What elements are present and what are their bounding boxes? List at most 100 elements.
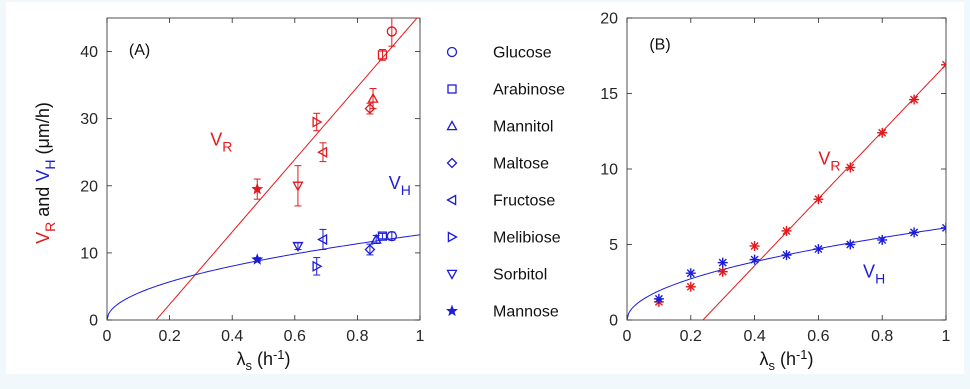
vh-point bbox=[941, 222, 946, 233]
y-tick-label: 30 bbox=[80, 111, 98, 128]
legend: Glucose Arabinose Mannitol Maltose Fructose M… bbox=[445, 45, 565, 321]
x-tick-label: 0.2 bbox=[158, 328, 180, 345]
vr-point bbox=[749, 241, 760, 252]
vr-point-triangle-left bbox=[317, 146, 328, 158]
vh-point-triangle-right bbox=[312, 260, 323, 272]
star-icon bbox=[445, 304, 459, 317]
vh-point-triangle-down bbox=[292, 241, 304, 253]
y-tick-label: 10 bbox=[80, 245, 98, 262]
vr-point-triangle-down bbox=[292, 181, 304, 192]
legend-item-sorbitol: Sorbitol bbox=[446, 267, 547, 284]
x-tick-label: 0.6 bbox=[284, 328, 306, 345]
vr-point-star bbox=[251, 182, 264, 195]
x-tick-label: 0 bbox=[103, 328, 112, 345]
legend-item-mannose: Mannose bbox=[445, 304, 559, 321]
x-tick-label: 0.8 bbox=[871, 328, 893, 345]
legend-label: Mannitol bbox=[493, 119, 553, 136]
x-tick-label: 1 bbox=[416, 328, 425, 345]
vr-point-diamond bbox=[364, 103, 376, 115]
vh-error-bar bbox=[319, 228, 327, 251]
x-axis-label: λs (h-1) bbox=[236, 347, 290, 373]
y-tick-label: 20 bbox=[600, 11, 618, 28]
vr-point-triangle-right bbox=[312, 116, 323, 128]
vh-annotation: VH bbox=[389, 173, 411, 198]
legend-item-mannitol: Mannitol bbox=[446, 119, 553, 136]
vh-point-circle bbox=[386, 230, 397, 242]
legend-item-maltose: Maltose bbox=[446, 156, 549, 173]
vh-point bbox=[909, 227, 920, 238]
legend-label: Glucose bbox=[493, 45, 552, 62]
legend-label: Fructose bbox=[493, 193, 555, 210]
legend-item-fructose: Fructose bbox=[446, 193, 555, 210]
triangle-down-icon bbox=[446, 269, 458, 280]
vr-point bbox=[781, 225, 792, 236]
circle-icon bbox=[446, 46, 458, 58]
legend-label: Sorbitol bbox=[493, 267, 547, 284]
legend-item-arabinose: Arabinose bbox=[447, 82, 565, 99]
vr-error-bar bbox=[313, 112, 321, 132]
plot-area bbox=[627, 59, 946, 320]
vr-point bbox=[941, 59, 946, 70]
x-axis-label: λs (h-1) bbox=[759, 347, 813, 373]
vr-point bbox=[845, 162, 856, 173]
axes-frame bbox=[106, 17, 421, 321]
vr-point-circle bbox=[386, 26, 397, 37]
y-tick-label: 0 bbox=[89, 313, 98, 330]
vh-point-star bbox=[251, 253, 264, 265]
legend-item-melibiose: Melibiose bbox=[447, 230, 561, 247]
vh-point bbox=[685, 268, 696, 279]
vh-point bbox=[653, 293, 664, 304]
panel-label: (A) bbox=[129, 42, 150, 59]
vr-point bbox=[813, 194, 824, 205]
vr-point bbox=[909, 94, 920, 105]
legend-label: Mannose bbox=[493, 304, 559, 321]
vh-point bbox=[749, 254, 760, 265]
triangle-up-icon bbox=[446, 120, 458, 131]
x-tick-label: 0 bbox=[623, 328, 632, 345]
legend-label: Arabinose bbox=[493, 82, 565, 99]
vr-point bbox=[717, 266, 728, 277]
vh-point bbox=[717, 257, 728, 268]
vh-point bbox=[781, 250, 792, 261]
vh-annotation: VH bbox=[863, 262, 885, 287]
plot-area bbox=[107, 18, 420, 320]
vr-point-square bbox=[377, 50, 388, 60]
vh-point bbox=[845, 239, 856, 250]
vr-annotation: VR bbox=[210, 130, 232, 155]
vr-error-bar bbox=[388, 18, 396, 47]
y-tick-label: 10 bbox=[600, 162, 618, 179]
vr-error-bar bbox=[369, 87, 377, 110]
x-tick-label: 0.4 bbox=[221, 328, 243, 345]
vr-point bbox=[877, 127, 888, 138]
x-tick-label: 0.8 bbox=[346, 328, 368, 345]
vh-point-square bbox=[377, 231, 388, 241]
vh-fit-line bbox=[107, 234, 420, 320]
triangle-right-icon bbox=[447, 231, 458, 243]
vr-point-triangle-up bbox=[367, 92, 379, 103]
diamond-icon bbox=[446, 157, 458, 169]
vr-error-bar bbox=[319, 142, 327, 163]
x-tick-label: 0.2 bbox=[680, 328, 702, 345]
vh-error-bar bbox=[378, 232, 386, 240]
vr-point bbox=[685, 281, 696, 292]
vh-point-triangle-up bbox=[370, 233, 382, 244]
vh-error-bar bbox=[313, 257, 321, 276]
vr-fit-line bbox=[155, 18, 418, 320]
legend-label: Melibiose bbox=[493, 230, 561, 247]
x-tick-label: 0.6 bbox=[807, 328, 829, 345]
x-tick-label: 1 bbox=[942, 328, 951, 345]
vh-point bbox=[877, 234, 888, 245]
y-tick-label: 5 bbox=[609, 237, 618, 254]
y-tick-label: 0 bbox=[609, 313, 618, 330]
triangle-left-icon bbox=[446, 194, 457, 206]
vr-annotation: VR bbox=[818, 148, 840, 173]
vh-point-diamond bbox=[364, 244, 376, 255]
square-icon bbox=[447, 84, 457, 94]
x-tick-label: 0.4 bbox=[743, 328, 765, 345]
vh-point bbox=[813, 244, 824, 255]
legend-item-glucose: Glucose bbox=[446, 45, 552, 62]
y-tick-label: 40 bbox=[80, 44, 98, 61]
